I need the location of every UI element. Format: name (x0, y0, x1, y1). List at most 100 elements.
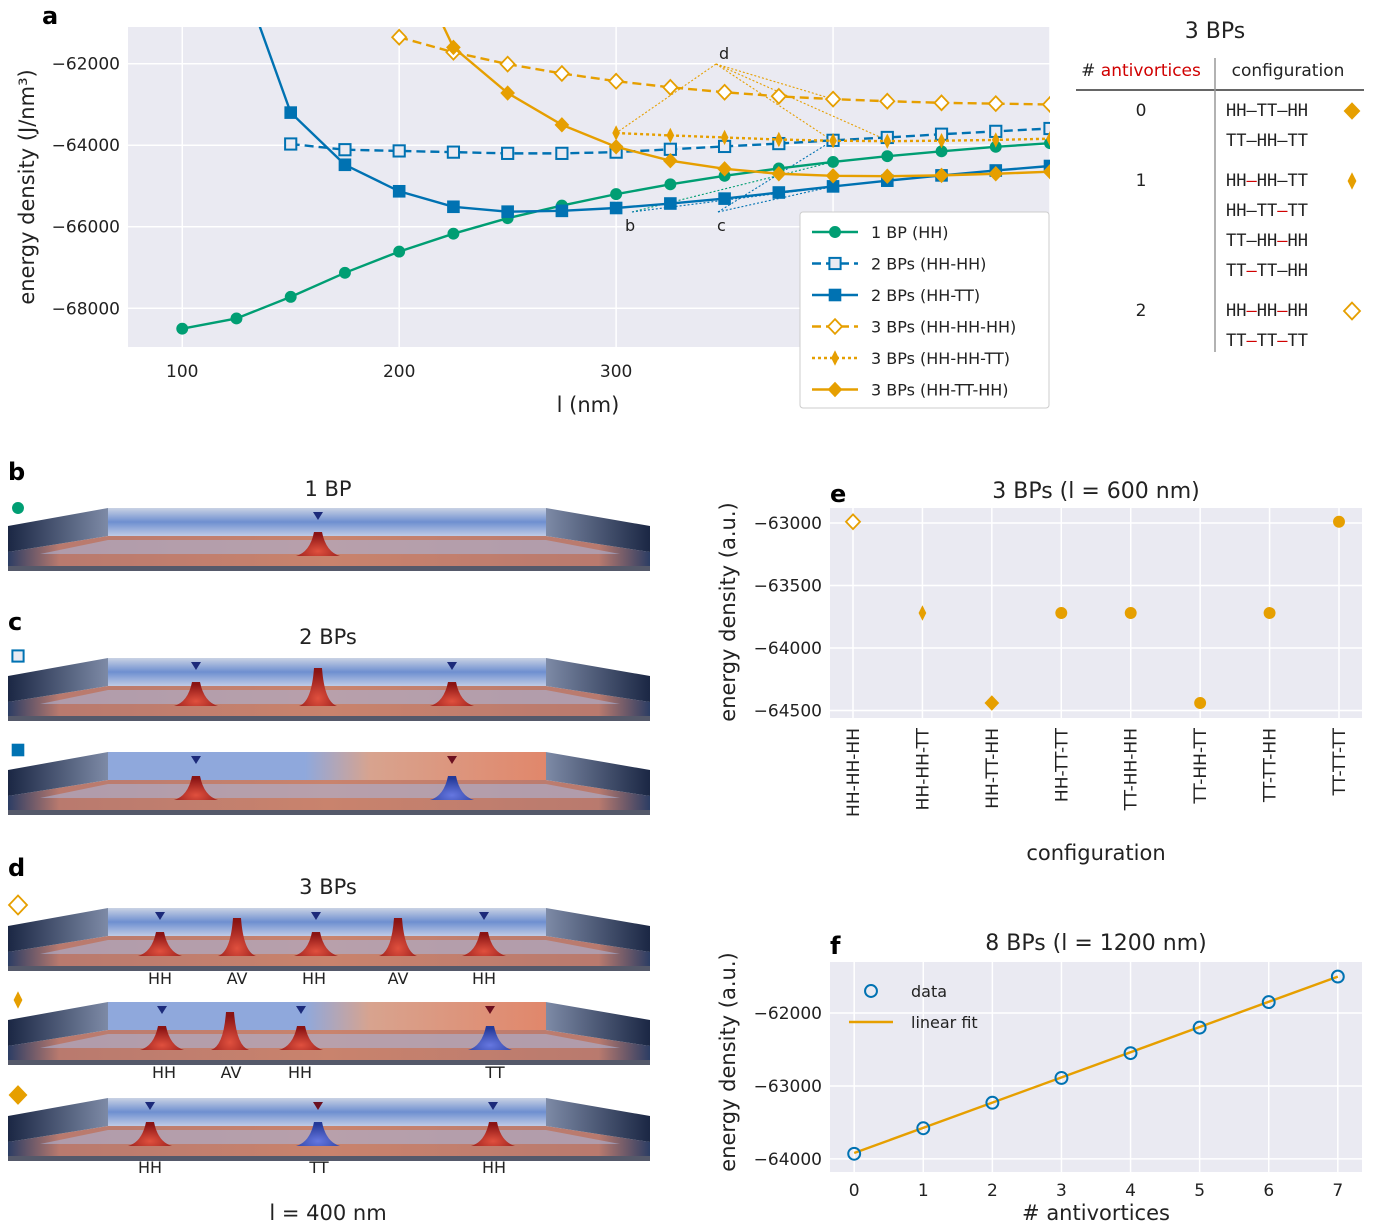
panel-letter-c: c (8, 608, 22, 636)
chart-f-ytick: −63000 (754, 1077, 822, 1097)
slab-right-wall (546, 508, 650, 552)
head-to-head-point (462, 932, 506, 956)
slab-3bp-hhtthh (8, 1098, 650, 1161)
chart-a-legend-label: 3 BPs (HH-HH-HH) (871, 318, 1016, 337)
surface-point (296, 1006, 306, 1014)
chart-e-point (1124, 607, 1137, 619)
chart-a-xtick: 100 (166, 362, 198, 382)
table-count: 0 (1136, 101, 1147, 121)
sim-point-label: HH (288, 1063, 312, 1082)
chart-a-point (1043, 159, 1050, 173)
chart-a-point (555, 204, 569, 218)
chart-a-point (717, 161, 732, 177)
table-marker (1343, 102, 1361, 120)
annotation-line (715, 63, 888, 141)
chart-f-series (847, 969, 1345, 1161)
chart-a-point (555, 146, 569, 160)
chart-a-point (338, 158, 352, 172)
chart-f-point (1192, 1020, 1207, 1035)
head-to-head-point (174, 776, 218, 800)
chart-f-xtick: 7 (1332, 1181, 1343, 1201)
sim-marker-2bp-hh (11, 649, 25, 663)
table-config: TT–TT–TT (1226, 331, 1308, 351)
chart-e-point (984, 695, 1000, 711)
chart-a-point (826, 180, 840, 193)
chart-a-ytick: −68000 (52, 299, 120, 319)
chart-e-plot-area (830, 508, 1362, 718)
chart-e-ticks: HH-HH-HH HH-HH-TT HH-TT-HH HH-TT-TT TT-HH-HH… (754, 514, 1350, 817)
chart-a-point (716, 83, 733, 101)
slab-back-wall (108, 658, 546, 686)
table-config: HH–HH–TT (1226, 171, 1308, 191)
chart-f-ytick: −62000 (754, 1004, 822, 1024)
slab-back-wall (108, 908, 546, 936)
chart-a-point (666, 127, 675, 144)
annotation-c: c (717, 216, 726, 235)
chart-a-series-5 (442, 27, 1050, 184)
chart-a-point (663, 153, 678, 169)
slab-front-edge (8, 966, 650, 971)
chart-f-xtick: 0 (849, 1181, 860, 1201)
chart-f-xtick: 1 (918, 1181, 929, 1201)
table-count: 1 (1136, 171, 1147, 191)
panel-letter-e: e (830, 480, 846, 508)
chart-a-point (720, 129, 729, 146)
sim-point-label: HH (302, 969, 326, 988)
table-config: HH–HH–HH (1226, 301, 1308, 321)
antivortex-point (211, 1012, 249, 1050)
sim-marker-1bp (12, 502, 24, 514)
chart-a-point (934, 167, 949, 184)
sim-marker-3bp-hhtthh (8, 1085, 28, 1105)
slab-left-wall (8, 752, 108, 796)
sim-slabs (8, 508, 650, 1161)
annotation-line (615, 63, 717, 134)
chart-a-point (824, 90, 842, 108)
chart-a-legend: 1 BP (HH) 2 BPs (HH-HH) 2 BPs (HH-TT) 3 BPs… (799, 211, 1050, 409)
chart-a-point (935, 145, 948, 158)
slab-right-wall (546, 752, 650, 796)
sim-point-label: TT (308, 1158, 328, 1177)
chart-e-ytick: −63500 (754, 577, 822, 597)
surface-point (479, 912, 489, 920)
chart-f-fit-line (853, 975, 1339, 1155)
chart-f-ylabel: energy density (a.u.) (716, 952, 740, 1171)
head-to-head-point (296, 532, 340, 556)
slab-floor-band (40, 784, 620, 798)
table-header-configuration: configuration (1232, 61, 1345, 81)
chart-e-point (918, 605, 927, 621)
slab-right-wall (546, 1098, 650, 1142)
sim-point-label: AV (227, 969, 248, 988)
surface-point (447, 756, 457, 764)
surface-point (145, 1102, 155, 1110)
chart-f-legend-label: linear fit (911, 1013, 978, 1032)
chart-a-point (338, 143, 352, 157)
chart-a-point (1041, 95, 1050, 114)
chart-a-point (284, 106, 298, 119)
head-to-head-point (294, 932, 338, 956)
chart-a-point (176, 322, 189, 335)
legend-marker (826, 317, 844, 336)
chart-e-xtick: TT-HH-HH (1122, 728, 1142, 811)
surface-point (313, 1102, 323, 1110)
chart-a-legend-label: 3 BPs (HH-HH-TT) (871, 349, 1010, 368)
tail-to-tail-point (430, 776, 474, 800)
chart-f-legend: data linear fit (849, 982, 978, 1032)
sim-point-label: HH (152, 1063, 176, 1082)
chart-f-title: 8 BPs (l = 1200 nm) (985, 931, 1206, 956)
chart-a-point (987, 94, 1005, 113)
legend-marker (829, 226, 841, 238)
table-marker (1347, 172, 1357, 190)
chart-e-ytick: −63000 (754, 514, 822, 534)
chart-e-xtick: HH-TT-HH (983, 728, 1003, 809)
surface-point (485, 1006, 495, 1014)
head-to-head-point (128, 1122, 172, 1146)
chart-f-xlabel: # antivortices (1022, 1201, 1170, 1225)
chart-a-ytick: −62000 (52, 55, 120, 75)
slab-front-edge (8, 1156, 650, 1161)
chart-f-xtick: 2 (987, 1181, 998, 1201)
chart-a-point (772, 186, 786, 199)
surface-point (191, 756, 201, 764)
chart-e-point (1055, 607, 1068, 619)
chart-f-plot-area (830, 962, 1362, 1172)
head-to-head-point (138, 932, 182, 956)
